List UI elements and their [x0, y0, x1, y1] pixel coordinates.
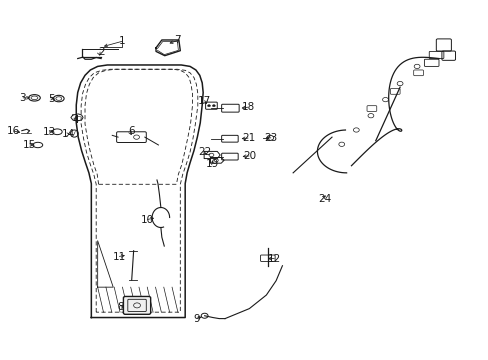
Text: 9: 9	[193, 314, 200, 324]
Text: 22: 22	[198, 147, 211, 157]
Text: 11: 11	[112, 252, 125, 262]
Text: 15: 15	[23, 140, 36, 150]
Text: 18: 18	[241, 102, 255, 112]
Text: 13: 13	[42, 127, 56, 137]
Text: 3: 3	[20, 93, 26, 103]
Text: 5: 5	[48, 94, 55, 104]
Text: 6: 6	[128, 126, 135, 136]
Text: 4: 4	[72, 115, 79, 125]
Text: 1: 1	[119, 36, 125, 46]
Text: 12: 12	[267, 253, 281, 264]
Text: 14: 14	[62, 129, 75, 139]
Text: 17: 17	[198, 96, 211, 106]
Text: 16: 16	[7, 126, 20, 136]
Text: 24: 24	[318, 194, 331, 203]
Circle shape	[212, 105, 215, 107]
Text: 2: 2	[98, 47, 104, 57]
Circle shape	[207, 105, 210, 107]
Text: 20: 20	[243, 151, 255, 161]
FancyBboxPatch shape	[123, 296, 150, 314]
Text: 10: 10	[141, 215, 154, 225]
Text: 7: 7	[174, 35, 181, 45]
Text: 8: 8	[118, 302, 124, 312]
Text: 21: 21	[241, 133, 255, 143]
Text: 19: 19	[206, 159, 219, 169]
Text: 23: 23	[264, 133, 277, 143]
